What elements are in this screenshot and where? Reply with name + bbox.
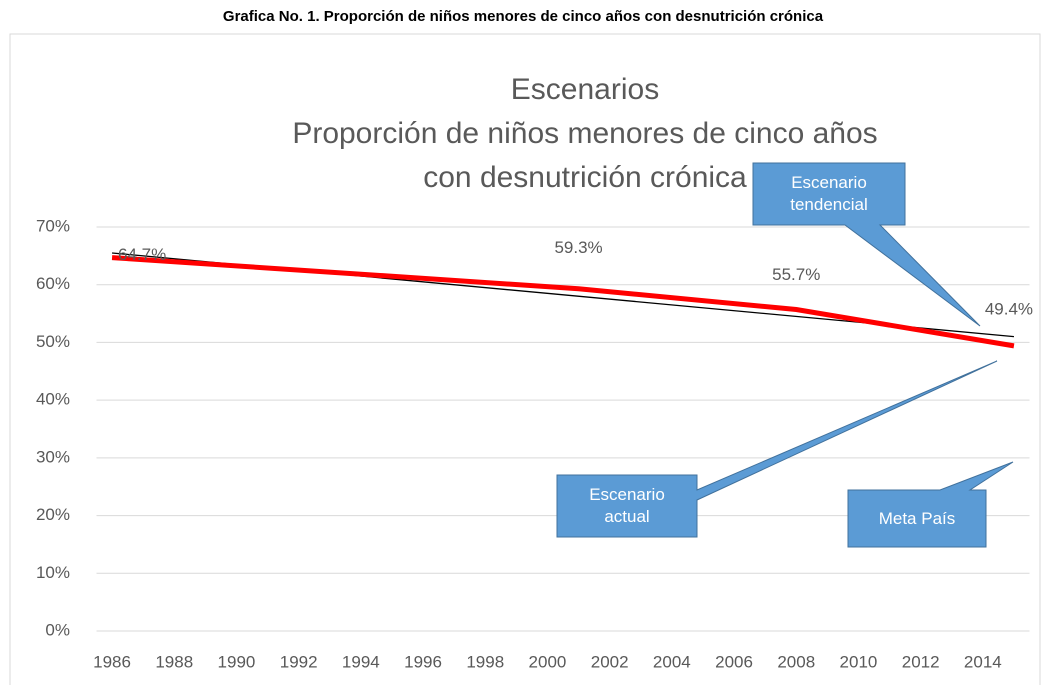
data-label: 59.3%: [554, 238, 602, 257]
data-label: 49.4%: [985, 299, 1033, 318]
callout-box: [847, 461, 1014, 548]
x-tick-label: 2006: [715, 652, 753, 671]
annotation: Escenario actual: [589, 485, 665, 526]
chart-title: Escenarios: [510, 73, 660, 106]
x-tick-label: 1994: [342, 652, 380, 671]
x-tick-label: 2000: [529, 652, 567, 671]
x-tick-label: 2004: [653, 652, 691, 671]
callout-box: [556, 360, 998, 538]
y-tick-label: 50%: [36, 332, 70, 351]
x-tick-label: 2002: [591, 652, 629, 671]
x-tick-label: 1996: [404, 652, 442, 671]
line: [111, 255, 1015, 349]
data-label: 55.7%: [772, 265, 820, 284]
y-tick-label: 20%: [36, 505, 70, 524]
y-tick-label: 60%: [36, 274, 70, 293]
x-tick-label: 1986: [93, 652, 131, 671]
x-tick-label: 1992: [280, 652, 318, 671]
x-tick-label: 2012: [902, 652, 940, 671]
chart-frame: [9, 33, 1041, 685]
y-tick-label: 0%: [45, 620, 70, 639]
y-tick-label: 10%: [36, 563, 70, 582]
y-tick-label: 40%: [36, 390, 70, 409]
annotation: Escenario tendencial: [790, 173, 868, 214]
x-tick-label: 1998: [466, 652, 504, 671]
x-tick-label: 2008: [777, 652, 815, 671]
x-tick-label: 2014: [964, 652, 1002, 671]
x-tick-label: 2010: [840, 652, 878, 671]
x-tick-label: 1990: [218, 652, 256, 671]
chart-subtitle: Proporción de niños menores de cinco año…: [292, 117, 878, 194]
heading: Grafica No. 1. Proporción de niños menor…: [222, 8, 824, 25]
chart-title-block: Escenarios Proporción de niños menores d…: [270, 68, 900, 200]
data-label: 64.7%: [118, 245, 166, 264]
annotation: Meta País: [878, 508, 956, 528]
x-tick-label: 1988: [155, 652, 193, 671]
y-tick-label: 30%: [36, 447, 70, 466]
y-tick-label: 70%: [36, 216, 70, 235]
callout-box: [752, 162, 981, 327]
